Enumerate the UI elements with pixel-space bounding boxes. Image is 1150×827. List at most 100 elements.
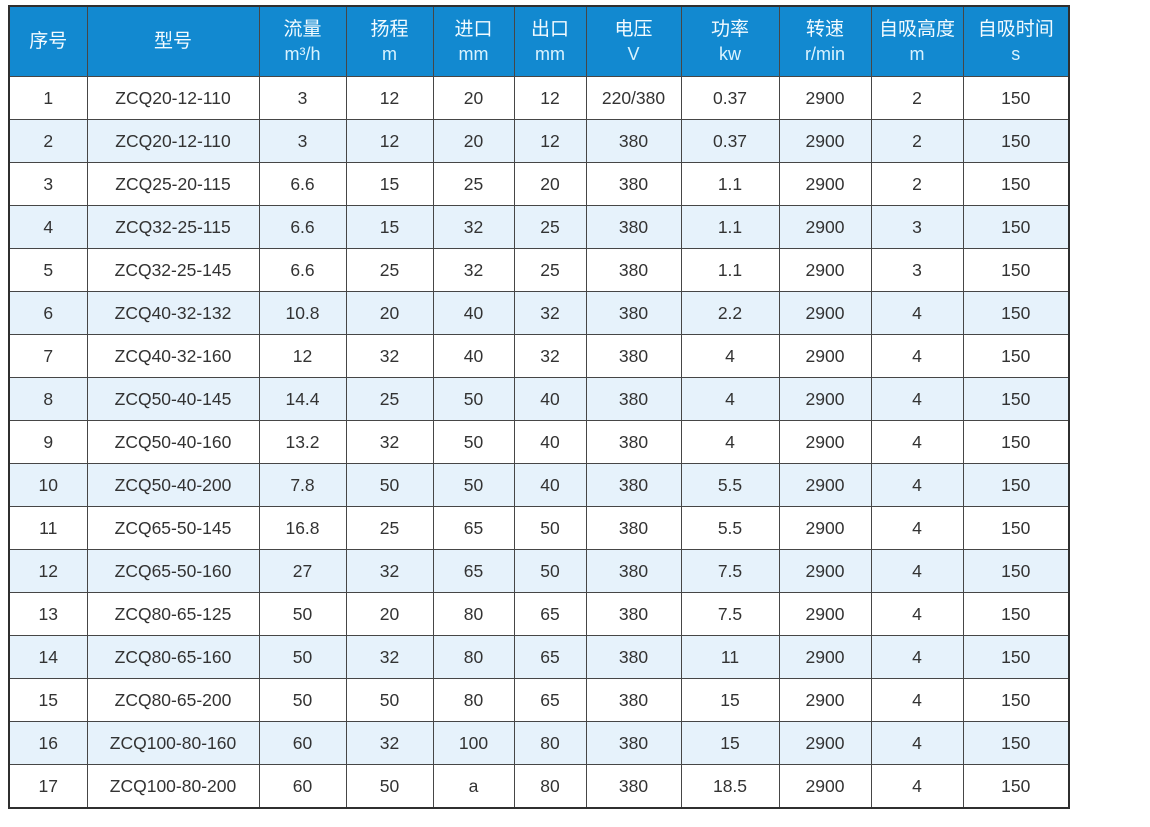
table-cell: 2900 bbox=[778, 248, 872, 292]
table-row: 7 ZCQ40-32-160 12 32 40 32 380 4 2900 4 150 bbox=[8, 334, 1070, 378]
table-row: 10 ZCQ50-40-200 7.8 50 50 40 380 5.5 2900 4 150 bbox=[8, 463, 1070, 507]
table-cell: 15 bbox=[345, 162, 434, 206]
table-cell: 4 bbox=[680, 420, 780, 464]
table-cell: 2 bbox=[870, 76, 964, 120]
table-row: 2 ZCQ20-12-110 3 12 20 12 380 0.37 2900 2 150 bbox=[8, 119, 1070, 163]
table-cell: ZCQ32-25-145 bbox=[86, 248, 260, 292]
table-cell: 17 bbox=[8, 764, 88, 809]
table-cell: 4 bbox=[870, 420, 964, 464]
column-header-label: 型号 bbox=[153, 30, 192, 52]
table-cell: ZCQ65-50-160 bbox=[86, 549, 260, 593]
table-cell: 15 bbox=[680, 678, 780, 722]
table-row: 6 ZCQ40-32-132 10.8 20 40 32 380 2.2 2900 4 150 bbox=[8, 291, 1070, 335]
table-cell: 16 bbox=[8, 721, 88, 765]
table-row: 5 ZCQ32-25-145 6.6 25 32 25 380 1.1 2900 3 150 bbox=[8, 248, 1070, 292]
table-cell: 150 bbox=[962, 205, 1070, 249]
table-cell: 4 bbox=[870, 334, 964, 378]
table-cell: 150 bbox=[962, 549, 1070, 593]
table-cell: 380 bbox=[585, 635, 682, 679]
table-cell: 7.5 bbox=[680, 592, 780, 636]
table-cell: 12 bbox=[513, 119, 587, 163]
table-cell: 150 bbox=[962, 334, 1070, 378]
table-cell: 2900 bbox=[778, 377, 872, 421]
table-cell: 32 bbox=[513, 291, 587, 335]
table-cell: 65 bbox=[513, 635, 587, 679]
table-cell: 3 bbox=[258, 119, 347, 163]
table-cell: 2900 bbox=[778, 592, 872, 636]
table-cell: 25 bbox=[513, 205, 587, 249]
table-cell: 27 bbox=[258, 549, 347, 593]
column-header-6: 电压 V bbox=[585, 5, 682, 77]
table-cell: 65 bbox=[432, 506, 515, 550]
table-cell: 150 bbox=[962, 463, 1070, 507]
table-cell: 32 bbox=[345, 420, 434, 464]
table-cell: 3 bbox=[258, 76, 347, 120]
table-cell: 32 bbox=[345, 635, 434, 679]
table-cell: 100 bbox=[432, 721, 515, 765]
table-cell: 2900 bbox=[778, 635, 872, 679]
table-cell: 1.1 bbox=[680, 162, 780, 206]
column-header-0: 序号 bbox=[8, 5, 88, 77]
table-cell: 380 bbox=[585, 764, 682, 809]
table-cell: 380 bbox=[585, 420, 682, 464]
table-cell: 13.2 bbox=[258, 420, 347, 464]
table-cell: 220/380 bbox=[585, 76, 682, 120]
table-row: 3 ZCQ25-20-115 6.6 15 25 20 380 1.1 2900 2 150 bbox=[8, 162, 1070, 206]
table-cell: 150 bbox=[962, 721, 1070, 765]
table-row: 9 ZCQ50-40-160 13.2 32 50 40 380 4 2900 4 150 bbox=[8, 420, 1070, 464]
table-cell: 4 bbox=[870, 377, 964, 421]
table-cell: 25 bbox=[513, 248, 587, 292]
table-cell: 2900 bbox=[778, 420, 872, 464]
table-cell: ZCQ65-50-145 bbox=[86, 506, 260, 550]
table-row: 4 ZCQ32-25-115 6.6 15 32 25 380 1.1 2900 3 150 bbox=[8, 205, 1070, 249]
table-cell: 50 bbox=[513, 506, 587, 550]
table-cell: 20 bbox=[432, 76, 515, 120]
table-cell: 12 bbox=[258, 334, 347, 378]
table-cell: 2900 bbox=[778, 162, 872, 206]
table-cell: 6.6 bbox=[258, 248, 347, 292]
table-cell: 80 bbox=[432, 592, 515, 636]
table-cell: 15 bbox=[680, 721, 780, 765]
table-cell: 7.8 bbox=[258, 463, 347, 507]
column-header-label: 自吸高度 bbox=[878, 18, 955, 40]
table-cell: 18.5 bbox=[680, 764, 780, 809]
table-row: 8 ZCQ50-40-145 14.4 25 50 40 380 4 2900 4 150 bbox=[8, 377, 1070, 421]
table-cell: 5.5 bbox=[680, 506, 780, 550]
table-cell: 50 bbox=[345, 764, 434, 809]
table-cell: 2900 bbox=[778, 506, 872, 550]
table-cell: 65 bbox=[513, 678, 587, 722]
column-header-label: 进口 bbox=[454, 18, 493, 40]
table-cell: ZCQ50-40-200 bbox=[86, 463, 260, 507]
table-cell: 10.8 bbox=[258, 291, 347, 335]
table-cell: 380 bbox=[585, 463, 682, 507]
table-cell: a bbox=[432, 764, 515, 809]
header-row: 序号 型号 流量 m³/h 扬程 m 进口 mm 出口 mm 电压 V 功率 kw 转速 r/min 自吸高度 m… bbox=[8, 5, 1070, 77]
table-cell: 380 bbox=[585, 592, 682, 636]
table-cell: ZCQ50-40-145 bbox=[86, 377, 260, 421]
table-cell: 380 bbox=[585, 119, 682, 163]
table-cell: 150 bbox=[962, 248, 1070, 292]
table-cell: 380 bbox=[585, 721, 682, 765]
column-header-unit: s bbox=[1011, 44, 1021, 65]
table-cell: 1 bbox=[8, 76, 88, 120]
table-cell: 2900 bbox=[778, 205, 872, 249]
table-cell: 14 bbox=[8, 635, 88, 679]
column-header-label: 功率 bbox=[710, 18, 749, 40]
table-cell: 12 bbox=[513, 76, 587, 120]
table-cell: 25 bbox=[432, 162, 515, 206]
table-cell: 50 bbox=[432, 377, 515, 421]
table-cell: 50 bbox=[513, 549, 587, 593]
table-cell: 7 bbox=[8, 334, 88, 378]
table-row: 14 ZCQ80-65-160 50 32 80 65 380 11 2900 4 150 bbox=[8, 635, 1070, 679]
table-cell: 150 bbox=[962, 764, 1070, 809]
table-cell: 150 bbox=[962, 119, 1070, 163]
table-cell: 20 bbox=[345, 592, 434, 636]
table-cell: 12 bbox=[8, 549, 88, 593]
table-cell: 4 bbox=[870, 291, 964, 335]
table-cell: 80 bbox=[432, 678, 515, 722]
column-header-4: 进口 mm bbox=[432, 5, 515, 77]
table-cell: 2 bbox=[870, 119, 964, 163]
table-cell: 12 bbox=[345, 119, 434, 163]
table-cell: 2 bbox=[870, 162, 964, 206]
table-cell: 6.6 bbox=[258, 162, 347, 206]
